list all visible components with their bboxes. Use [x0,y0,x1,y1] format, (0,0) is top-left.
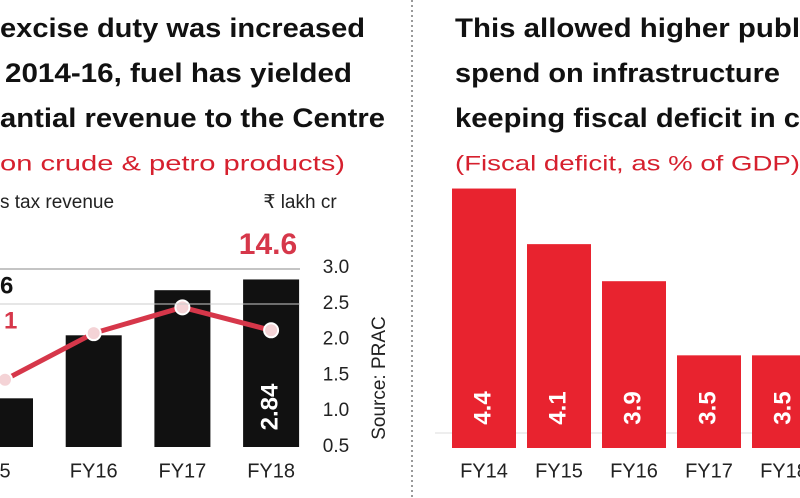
value-label: 2.84 [256,383,283,430]
annotation: 14.6 [239,228,297,261]
title-line: This allowed higher publ [455,13,800,43]
x-tick-label: FY17 [685,460,733,482]
x-tick-label: FY18 [760,460,800,482]
line [3,304,272,382]
x-tick-label: FY14 [460,460,508,482]
unit-label: ₹ lakh cr [263,192,337,213]
y-tick-label: 3.0 [323,257,349,278]
bar [65,335,122,447]
value-label: 4.1 [544,391,571,424]
bar [752,355,800,448]
x-tick-label: 5 [0,460,11,482]
bar [0,398,33,447]
value-label: 3.5 [769,391,796,424]
x-tick-label: FY15 [535,460,583,482]
line-point [85,325,102,342]
annotation: 6 [0,272,13,299]
title-line: keeping fiscal deficit in c [455,103,800,133]
annotation: 1 [4,307,17,334]
bar [602,281,666,448]
y-tick-label: 2.5 [323,293,349,314]
line-point [263,322,280,339]
value-label: 3.9 [619,391,646,424]
y-tick-label: 2.0 [323,329,349,350]
title-line: 2014-16, fuel has yielded [5,58,352,88]
x-tick-label: FY16 [610,460,658,482]
x-tick-label: FY16 [70,460,118,482]
y-tick-label: 1.5 [323,364,349,385]
value-label: 3.5 [694,391,721,424]
line-point [0,371,13,388]
line-point [174,299,191,316]
title-line: antial revenue to the Centre [0,103,385,133]
subtitle: (Fiscal deficit, as % of GDP) [455,153,800,176]
bar [527,244,591,448]
title-line: excise duty was increased [0,13,365,43]
x-tick-label: FY18 [247,460,295,482]
y-tick-label: 1.0 [323,400,349,421]
bar [243,279,300,447]
subtitle: on crude & petro products) [0,153,345,176]
axis-label: s tax revenue [0,192,114,213]
y-tick-label: 0.5 [323,436,349,457]
title-line: spend on infrastructure [455,58,780,88]
value-label: 4.4 [469,391,496,425]
bar [452,188,516,449]
bar [677,355,741,448]
source: Source: PRAC [369,316,390,440]
x-tick-label: FY17 [158,460,206,482]
bar [154,290,211,447]
